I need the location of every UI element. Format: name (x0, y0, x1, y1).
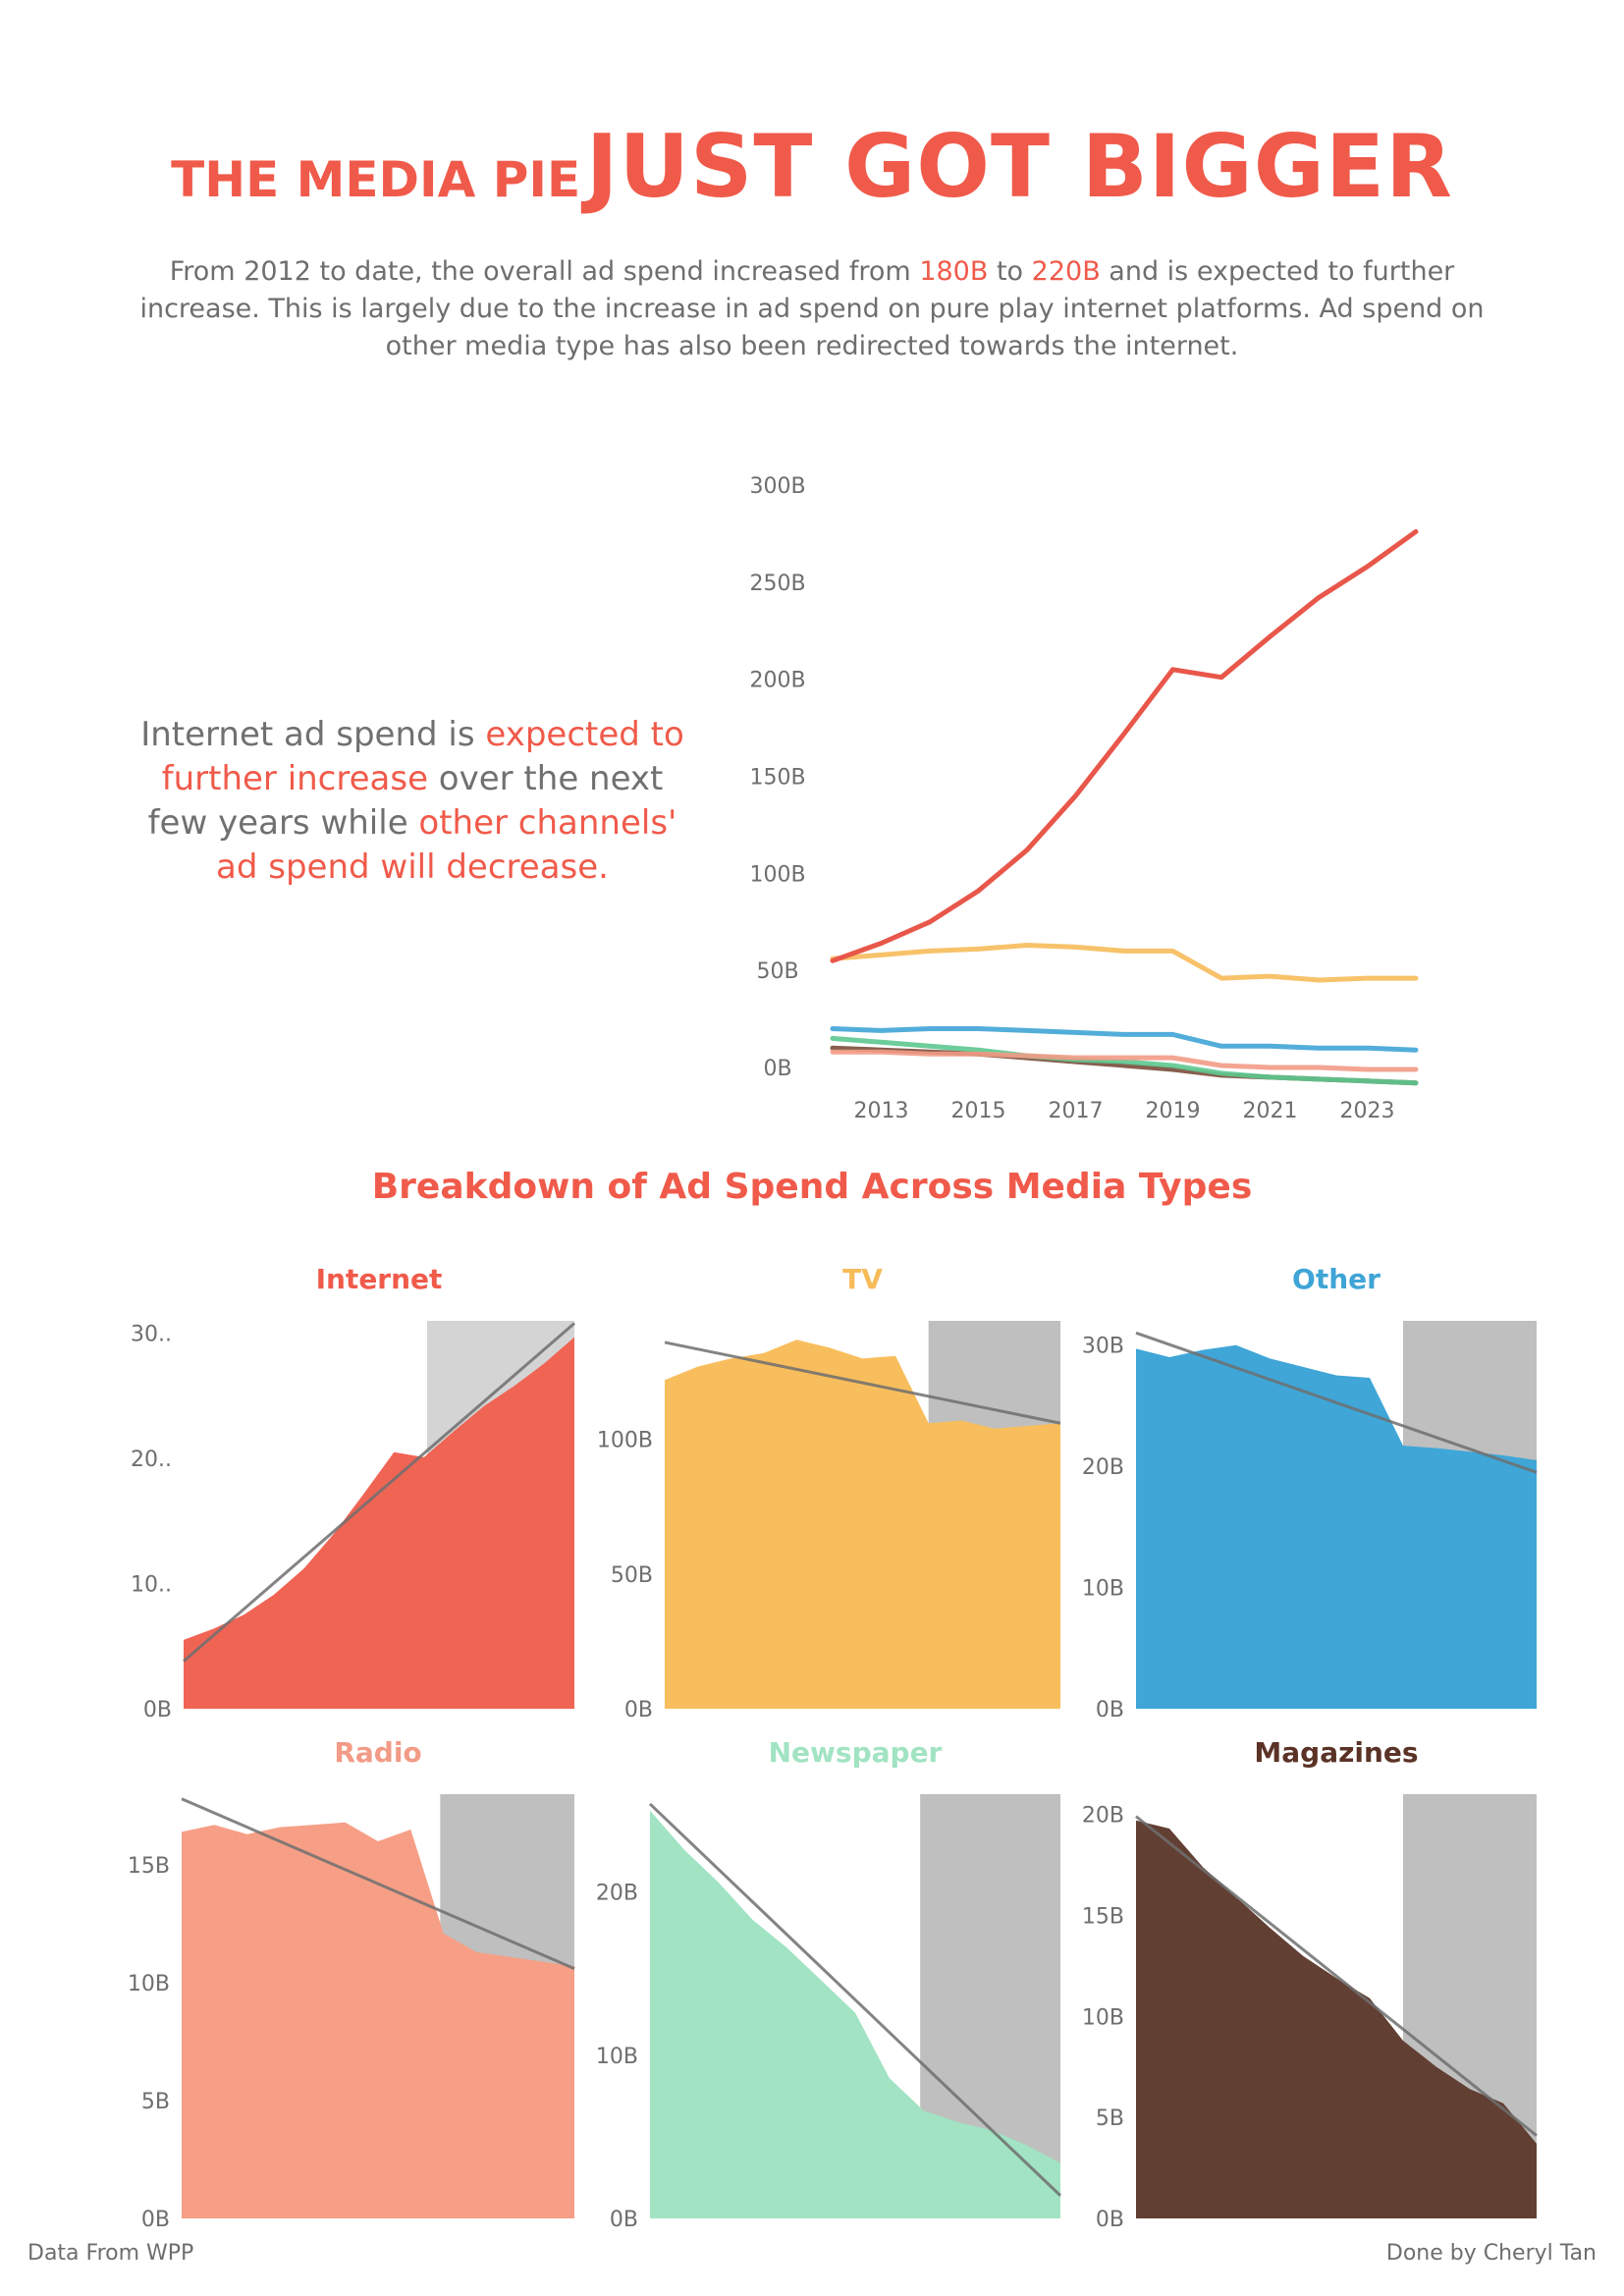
subtitle: From 2012 to date, the overall ad spend … (137, 253, 1487, 365)
subtitle-part-3: and is expected to further increase. Thi… (139, 256, 1485, 361)
y-tick-label: 10.. (131, 1573, 172, 1598)
subtitle-part-2: to (988, 256, 1032, 287)
y-tick-label: 0B (143, 1698, 172, 1722)
panel-chart-internet: 0B 10.. 20.. 30.. (131, 1321, 575, 1722)
y-tick-label: 0B (1096, 2208, 1124, 2232)
panel-title-internet: Internet (315, 1263, 443, 1295)
annotation-part-2: over the next few years while (147, 759, 664, 843)
y-tick-label: 20.. (131, 1448, 172, 1472)
x-tick-label: 2015 (951, 1099, 1006, 1123)
y-tick-label: 300B (749, 474, 805, 499)
annotation-text: Internet ad spend is expected to further… (128, 713, 697, 890)
area-newspaper (650, 1810, 1060, 2218)
area-other (1136, 1344, 1537, 1709)
y-tick-label: 10B (1082, 2005, 1124, 2030)
panel-title-other: Other (1292, 1263, 1380, 1295)
annotation-highlight-2: other channels' ad spend will decrease. (216, 803, 677, 887)
y-tick-label: 0B (1096, 1698, 1124, 1722)
y-tick-label: 100B (749, 862, 805, 887)
trend-line (183, 1322, 575, 1663)
footer-source: Data From WPP (27, 2241, 194, 2266)
y-tick-label: 5B (1096, 2106, 1124, 2131)
trend-line (1135, 1331, 1538, 1474)
series-line-1 (830, 943, 1419, 983)
title-small: THE MEDIA PIE (171, 151, 581, 208)
x-tick-label: 2023 (1340, 1099, 1395, 1123)
panel-chart-newspaper: 0B 10B 20B (596, 1794, 1062, 2232)
x-tick-label: 2013 (854, 1099, 909, 1123)
panel-title-magazines: Magazines (1254, 1736, 1419, 1769)
y-tick-label: 0B (141, 2208, 170, 2232)
main-line-chart: 0B 50B 100B 150B 200B 250B 300B 2013 2015 2017 201… (749, 474, 1419, 1123)
x-tick-label: 2019 (1146, 1099, 1201, 1123)
panel-chart-tv: 0B 50B 100B (597, 1321, 1061, 1722)
panel-title-newspaper: Newspaper (768, 1736, 943, 1769)
y-tick-label: 30B (1082, 1335, 1124, 1359)
area-radio (182, 1822, 574, 2218)
y-tick-label: 50B (756, 959, 798, 984)
panel-title-radio: Radio (334, 1736, 422, 1769)
panel-title-tv: TV (842, 1263, 883, 1295)
y-tick-label: 0B (624, 1698, 653, 1722)
y-tick-label: 100B (597, 1429, 653, 1453)
panel-chart-radio: 0B 5B 10B 15B (128, 1794, 575, 2232)
subtitle-part-1: From 2012 to date, the overall ad spend … (169, 256, 920, 287)
subtitle-highlight-1: 180B (919, 256, 989, 287)
footer-credit: Done by Cheryl Tan (1385, 2241, 1597, 2266)
x-tick-label: 2021 (1243, 1099, 1298, 1123)
trend-line (648, 1802, 1062, 2197)
y-tick-label: 20B (1082, 1804, 1124, 1829)
title-big: JUST GOT BIGGER (585, 116, 1453, 217)
y-tick-label: 0B (610, 2208, 638, 2232)
area-internet (184, 1337, 574, 1709)
area-magazines (1136, 1820, 1537, 2218)
trend-line (1135, 1815, 1538, 2137)
y-tick-label: 20B (1082, 1455, 1124, 1480)
y-tick-label: 10B (596, 2045, 638, 2069)
y-tick-label: 150B (749, 766, 805, 791)
y-tick-label: 0B (763, 1057, 791, 1081)
y-tick-label: 50B (611, 1563, 653, 1588)
y-tick-label: 200B (749, 669, 805, 693)
series-line-0 (830, 528, 1419, 963)
y-tick-label: 30.. (131, 1323, 172, 1347)
y-tick-label: 15B (128, 1854, 170, 1879)
page-title: THE MEDIA PIE JUST GOT BIGGER (0, 116, 1624, 217)
y-tick-label: 250B (749, 572, 805, 596)
area-tv (665, 1339, 1060, 1709)
annotation-highlight-1: expected to further increase (161, 715, 684, 798)
trend-line (664, 1340, 1061, 1425)
subtitle-highlight-2: 220B (1031, 256, 1101, 287)
y-tick-label: 20B (596, 1882, 638, 1906)
y-tick-label: 10B (1082, 1577, 1124, 1602)
y-tick-label: 15B (1082, 1904, 1124, 1929)
y-tick-label: 10B (128, 1972, 170, 1996)
x-tick-label: 2017 (1049, 1099, 1104, 1123)
trend-line (181, 1797, 575, 1970)
annotation-part-1: Internet ad spend is (140, 715, 486, 754)
series-line-2 (830, 1026, 1419, 1053)
section-title: Breakdown of Ad Spend Across Media Types (371, 1167, 1253, 1207)
panel-chart-other: 0B 10B 20B 30B (1082, 1321, 1538, 1722)
series-line-3 (830, 1049, 1419, 1072)
series-line-4 (830, 1035, 1419, 1086)
y-tick-label: 5B (141, 2090, 170, 2114)
panel-chart-magazines: 0B 5B 10B 15B 20B (1082, 1794, 1538, 2232)
